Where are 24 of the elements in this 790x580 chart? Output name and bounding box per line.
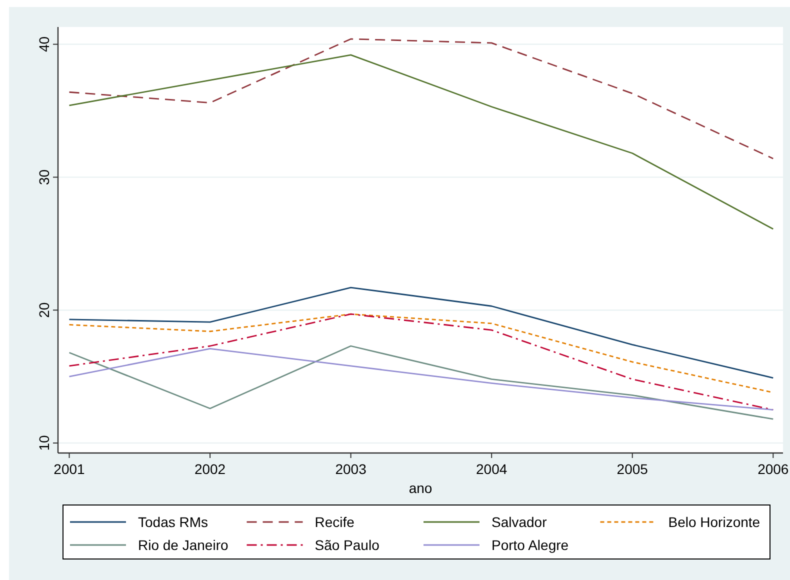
x-tick-label: 2005 — [616, 461, 648, 477]
line-series — [68, 286, 774, 379]
x-tick-label: 2004 — [476, 461, 508, 477]
line-series — [68, 54, 774, 230]
x-tick-label: 2002 — [194, 461, 226, 477]
legend-label: Salvador — [492, 514, 548, 530]
legend-label: Rio de Janeiro — [138, 537, 228, 553]
y-tick-label: 10 — [36, 435, 52, 451]
legend-label: Porto Alegre — [492, 537, 569, 553]
x-tick-label: 2006 — [758, 461, 789, 477]
x-tick-label: 2001 — [54, 461, 86, 477]
y-tick-label: 30 — [36, 169, 52, 185]
legend-label: Belo Horizonte — [668, 514, 760, 530]
x-axis-title: ano — [408, 480, 432, 496]
legend-label: São Paulo — [314, 537, 380, 553]
x-tick-label: 2003 — [335, 461, 367, 477]
y-tick-label: 20 — [36, 302, 52, 318]
legend-label: Recife — [314, 514, 355, 530]
legend-label: Todas RMs — [138, 514, 208, 530]
line-series — [68, 348, 774, 410]
line-series — [68, 38, 774, 160]
y-tick-label: 40 — [36, 36, 52, 52]
line-series — [68, 345, 774, 420]
line-series — [68, 313, 774, 410]
